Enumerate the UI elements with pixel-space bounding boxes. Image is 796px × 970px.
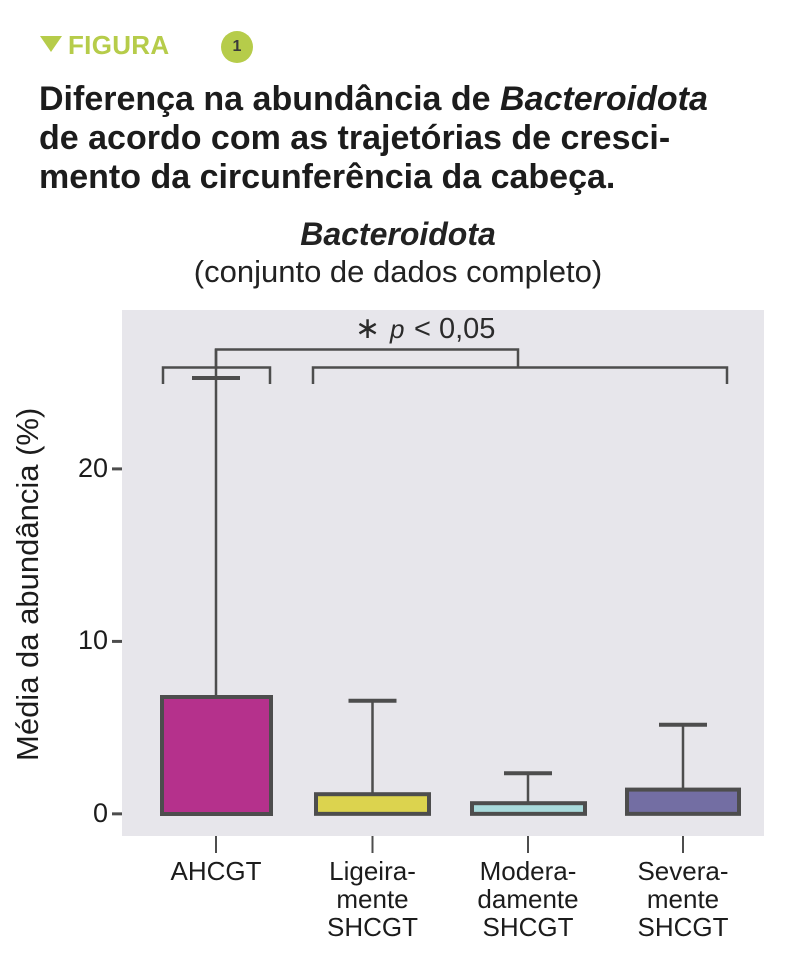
svg-text:mente: mente	[647, 884, 719, 914]
svg-text:SHCGT: SHCGT	[327, 912, 418, 942]
svg-text:∗: ∗	[355, 312, 380, 345]
svg-text:0: 0	[93, 798, 108, 828]
svg-text:10: 10	[78, 625, 108, 655]
svg-text:Média da abundância (%): Média da abundância (%)	[10, 408, 45, 761]
svg-text:Severa-: Severa-	[637, 856, 728, 886]
svg-text:p: p	[389, 314, 404, 344]
svg-text:mente: mente	[336, 884, 408, 914]
svg-text:SHCGT: SHCGT	[483, 912, 574, 942]
svg-text:SHCGT: SHCGT	[638, 912, 729, 942]
svg-text:Ligeira-: Ligeira-	[329, 856, 416, 886]
svg-text:AHCGT: AHCGT	[171, 856, 262, 886]
svg-text:20: 20	[78, 453, 108, 483]
svg-text:Modera-: Modera-	[480, 856, 577, 886]
svg-text:< 0,05: < 0,05	[414, 313, 495, 345]
svg-text:damente: damente	[477, 884, 578, 914]
